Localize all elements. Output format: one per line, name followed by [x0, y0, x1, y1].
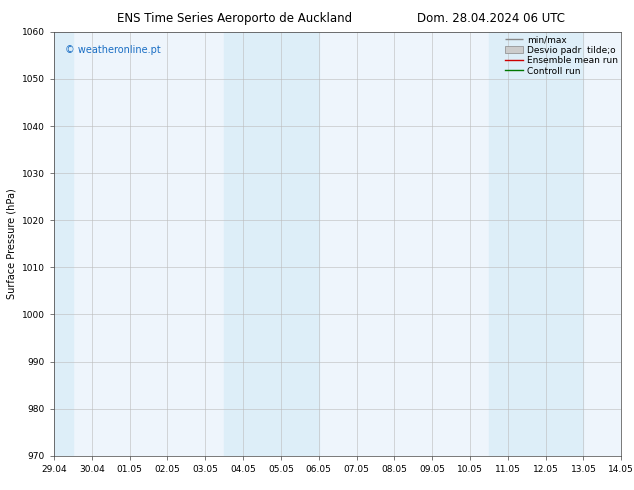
Legend: min/max, Desvio padr  tilde;o, Ensemble mean run, Controll run: min/max, Desvio padr tilde;o, Ensemble m… — [503, 34, 619, 77]
Y-axis label: Surface Pressure (hPa): Surface Pressure (hPa) — [6, 188, 16, 299]
Bar — [35, 32, 73, 456]
Bar — [224, 32, 319, 456]
Text: ENS Time Series Aeroporto de Auckland: ENS Time Series Aeroporto de Auckland — [117, 12, 352, 25]
Bar — [489, 32, 583, 456]
Text: Dom. 28.04.2024 06 UTC: Dom. 28.04.2024 06 UTC — [417, 12, 566, 25]
Text: © weatheronline.pt: © weatheronline.pt — [65, 45, 161, 54]
